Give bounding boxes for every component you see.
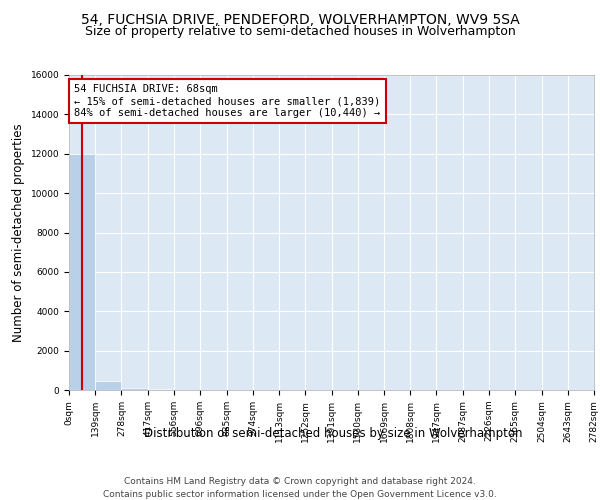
- Text: 54, FUCHSIA DRIVE, PENDEFORD, WOLVERHAMPTON, WV9 5SA: 54, FUCHSIA DRIVE, PENDEFORD, WOLVERHAMP…: [80, 12, 520, 26]
- Text: 54 FUCHSIA DRIVE: 68sqm
← 15% of semi-detached houses are smaller (1,839)
84% of: 54 FUCHSIA DRIVE: 68sqm ← 15% of semi-de…: [74, 84, 380, 117]
- Bar: [69, 154, 95, 390]
- Text: Size of property relative to semi-detached houses in Wolverhampton: Size of property relative to semi-detach…: [85, 25, 515, 38]
- Y-axis label: Number of semi-detached properties: Number of semi-detached properties: [12, 123, 25, 342]
- Bar: [95, 381, 121, 390]
- Bar: [121, 388, 148, 390]
- Text: Distribution of semi-detached houses by size in Wolverhampton: Distribution of semi-detached houses by …: [144, 428, 522, 440]
- Text: Contains HM Land Registry data © Crown copyright and database right 2024.
Contai: Contains HM Land Registry data © Crown c…: [103, 478, 497, 499]
